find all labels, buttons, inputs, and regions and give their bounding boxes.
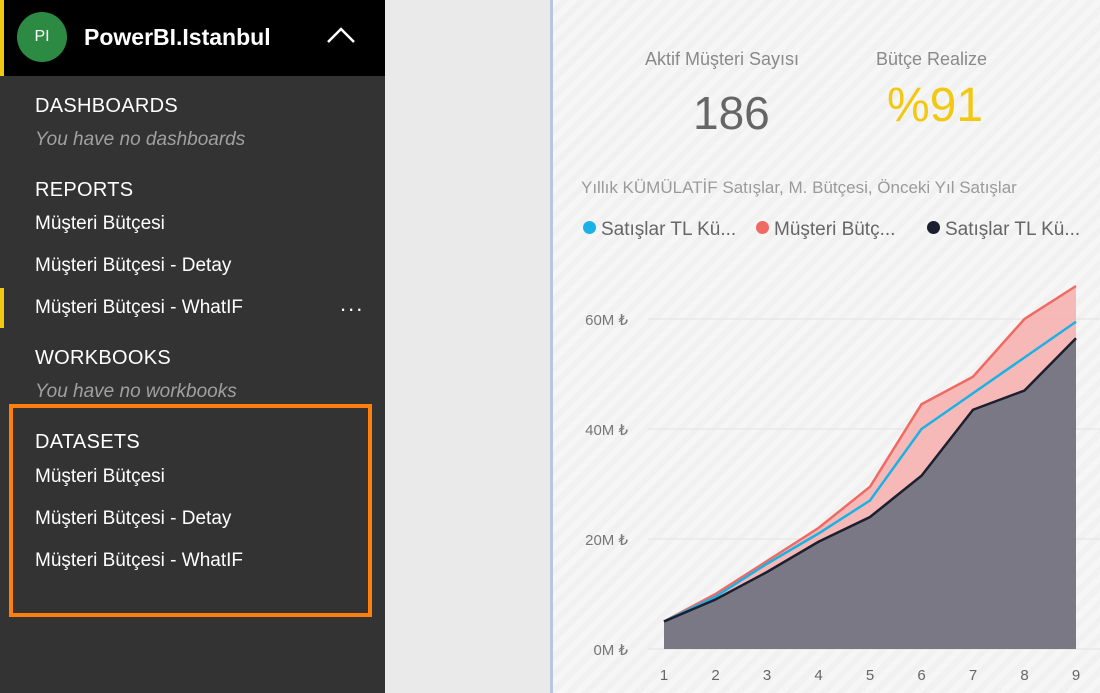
more-options-icon[interactable]: ... — [340, 291, 365, 316]
cumulative-sales-chart[interactable]: 0M ₺ 20M ₺ 40M ₺ 60M ₺ 1 2 3 4 5 6 7 8 9 — [553, 260, 1100, 693]
legend-label: Müşteri Bütç... — [774, 219, 896, 240]
x-tick-label: 4 — [814, 667, 822, 684]
chevron-up-icon[interactable] — [322, 20, 360, 52]
x-tick-label: 2 — [711, 667, 719, 684]
workbooks-empty-text: You have no workbooks — [35, 381, 237, 402]
datasets-highlight-box — [9, 404, 372, 617]
series-line-budget — [663, 284, 1077, 623]
y-tick-label: 40M ₺ — [585, 422, 628, 439]
dataset-item[interactable]: Müşteri Bütçesi - WhatIF — [35, 550, 243, 571]
active-accent-bar — [0, 0, 4, 76]
dataset-item[interactable]: Müşteri Bütçesi — [35, 466, 165, 487]
legend-item[interactable]: Satışlar TL Kü... — [927, 219, 1080, 241]
x-tick-label: 9 — [1072, 667, 1080, 684]
dashboards-section-title: DASHBOARDS — [35, 95, 179, 117]
x-tick-label: 7 — [969, 667, 977, 684]
prior-year-area — [664, 338, 1076, 649]
kpi-label-active-customers: Aktif Müşteri Sayısı — [645, 49, 800, 69]
legend-item[interactable]: Müşteri Bütç... — [756, 219, 895, 241]
x-tick-label: 8 — [1020, 667, 1028, 684]
canvas-gutter — [385, 0, 552, 693]
x-tick-label: 6 — [917, 667, 925, 684]
workspace-avatar[interactable]: PI — [17, 12, 67, 62]
legend-dot — [583, 221, 596, 234]
workspace-header[interactable]: PI PowerBI.Istanbul — [0, 0, 385, 76]
y-tick-label: 0M ₺ — [593, 642, 628, 659]
report-item[interactable]: Müşteri Bütçesi - Detay — [35, 255, 232, 276]
canvas-edge — [550, 0, 553, 693]
report-item-active[interactable]: Müşteri Bütçesi - WhatIF — [35, 297, 243, 318]
dashboards-empty-text: You have no dashboards — [35, 129, 246, 150]
legend-label: Satışlar TL Kü... — [945, 219, 1081, 240]
sidebar: PI PowerBI.Istanbul DASHBOARDS You have … — [0, 0, 385, 693]
x-tick-label: 1 — [660, 667, 668, 684]
y-tick-label: 60M ₺ — [585, 312, 628, 329]
legend-dot — [927, 221, 940, 234]
x-tick-label: 3 — [763, 667, 771, 684]
kpi-value-budget-realization[interactable]: %91 — [887, 79, 984, 132]
kpi-label-budget-realization: Bütçe Realize — [876, 49, 988, 69]
budget-area — [664, 286, 1076, 622]
legend-dot — [756, 221, 769, 234]
kpi-value-active-customers[interactable]: 186 — [693, 87, 770, 139]
y-tick-label: 20M ₺ — [585, 532, 628, 549]
series-line-prior-sales — [663, 337, 1077, 623]
report-item[interactable]: Müşteri Bütçesi — [35, 213, 165, 234]
active-item-indicator — [0, 288, 4, 328]
dataset-item[interactable]: Müşteri Bütçesi - Detay — [35, 508, 232, 529]
legend-label: Satışlar TL Kü... — [601, 219, 737, 240]
series-line-sales — [663, 320, 1077, 623]
reports-section-title: REPORTS — [35, 179, 134, 201]
workbooks-section-title: WORKBOOKS — [35, 347, 172, 369]
workspace-name[interactable]: PowerBI.Istanbul — [84, 24, 271, 50]
chart-title: Yıllık KÜMÜLATİF Satışlar, M. Bütçesi, Ö… — [581, 178, 1017, 197]
legend-item[interactable]: Satışlar TL Kü... — [583, 219, 736, 241]
x-tick-label: 5 — [866, 667, 874, 684]
datasets-section-title: DATASETS — [35, 431, 141, 453]
